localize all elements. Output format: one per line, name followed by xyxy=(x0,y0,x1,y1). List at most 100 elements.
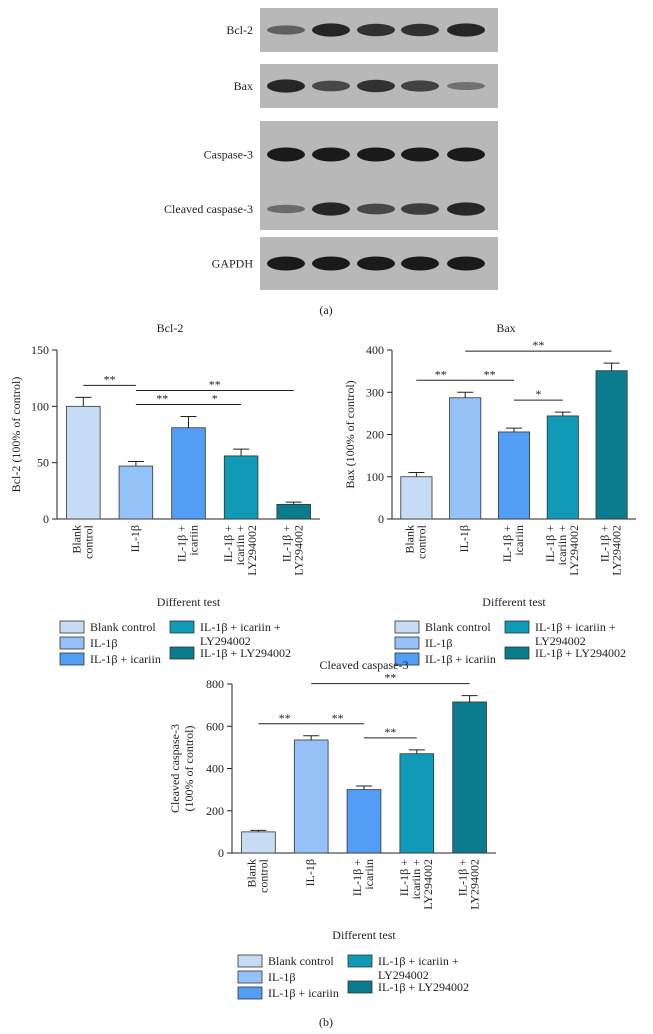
error-bar xyxy=(457,391,474,398)
y-tick-label: 0 xyxy=(218,846,224,860)
chart-title: Cleaved caspase-3 xyxy=(320,658,409,672)
legend-swatch xyxy=(59,652,85,666)
blot-band xyxy=(401,256,439,271)
y-tick-label: 0 xyxy=(378,512,384,526)
y-tick-label: 150 xyxy=(31,343,49,357)
y-axis-label-line: (100% of control) xyxy=(182,726,196,812)
y-tick-label: 0 xyxy=(43,512,49,526)
error-bar xyxy=(127,461,144,467)
blot-band xyxy=(312,147,350,162)
blot-band xyxy=(447,23,485,37)
x-axis-label: Different test xyxy=(332,928,396,942)
legend-swatch xyxy=(504,620,530,634)
y-tick-label: 100 xyxy=(31,399,49,413)
legend-swatch xyxy=(237,954,263,968)
error-bar xyxy=(408,472,425,477)
legend-label: IL-1β + LY294002 xyxy=(535,646,626,660)
bar xyxy=(276,503,311,520)
y-tick-label: 200 xyxy=(366,428,384,442)
legend-label: IL-1β + LY294002 xyxy=(200,646,291,660)
legend-label: IL-1β + icariin xyxy=(90,652,161,666)
panel-label: (b) xyxy=(319,1015,333,1029)
y-tick-label: 400 xyxy=(366,343,384,357)
legend-swatch xyxy=(347,980,373,994)
blot-band xyxy=(357,147,395,162)
legend-label: IL-1β xyxy=(425,636,452,650)
blot-band xyxy=(312,202,350,216)
blot-band xyxy=(267,204,305,214)
blot-band xyxy=(447,82,485,90)
blot-band xyxy=(312,80,350,92)
bar xyxy=(171,427,206,520)
bar xyxy=(452,701,487,854)
significance-label: * xyxy=(212,391,218,405)
error-bar xyxy=(75,396,92,407)
legend-label: Blank control xyxy=(268,954,334,968)
blot-band xyxy=(447,256,485,271)
legend-swatch xyxy=(237,986,263,1000)
error-bar xyxy=(603,362,620,371)
significance-label: ** xyxy=(209,377,221,391)
error-bar xyxy=(285,501,302,505)
legend-label: IL-1β xyxy=(90,636,117,650)
significance-label: ** xyxy=(484,367,496,381)
y-axis-label-line: Bcl-2 (100% of control) xyxy=(9,377,23,493)
significance-label: ** xyxy=(104,372,116,386)
y-tick-label: 800 xyxy=(206,677,224,691)
bar xyxy=(400,476,433,520)
x-tick-label: Blankcontrol xyxy=(244,858,270,893)
x-tick-label: IL-1β +icariin xyxy=(174,525,200,562)
legend-label: Blank control xyxy=(90,620,156,634)
y-axis-label-line: Bax (100% of control) xyxy=(343,380,357,488)
bar xyxy=(497,431,531,520)
legend-label: IL-1β + icariin xyxy=(425,652,496,666)
blot-band xyxy=(401,147,439,162)
blot-band xyxy=(401,80,439,92)
blot-band xyxy=(357,256,395,271)
blot-band xyxy=(312,23,350,37)
error-bar xyxy=(303,735,320,740)
panel-label: (a) xyxy=(319,303,332,317)
legend-label: IL-1β + LY294002 xyxy=(378,980,469,994)
blot-label: Bax xyxy=(234,79,253,93)
x-tick-label: IL-1β +LY294002 xyxy=(597,525,623,576)
significance-label: ** xyxy=(332,711,344,725)
y-tick-label: 200 xyxy=(206,804,224,818)
bar xyxy=(449,397,482,520)
x-tick-label: IL-1β +icariin +LY294002 xyxy=(221,525,259,576)
significance-label: ** xyxy=(279,711,291,725)
bar xyxy=(595,370,628,520)
x-tick-label: Blankcontrol xyxy=(402,524,428,559)
significance-label: ** xyxy=(532,338,544,352)
blot-band xyxy=(447,202,485,216)
blot-band xyxy=(357,23,395,37)
y-tick-label: 300 xyxy=(366,385,384,399)
bar xyxy=(399,753,435,854)
blot-label: Bcl-2 xyxy=(226,23,253,37)
y-axis-label-line: Cleaved caspase-3 xyxy=(168,724,182,813)
blot-band xyxy=(312,256,350,271)
significance-label: ** xyxy=(435,367,447,381)
legend-swatch xyxy=(394,652,420,666)
blot-band xyxy=(447,147,485,162)
y-axis-label: Bcl-2 (100% of control) xyxy=(9,377,23,493)
y-tick-label: 400 xyxy=(206,762,224,776)
x-axis-label: Different test xyxy=(157,595,221,609)
bar xyxy=(118,465,154,520)
x-tick-label: IL-1β xyxy=(457,525,471,552)
blot-band xyxy=(357,203,395,215)
blot-band xyxy=(401,203,439,215)
y-tick-label: 50 xyxy=(37,456,49,470)
legend-swatch xyxy=(347,954,373,968)
legend-label: IL-1β + icariin xyxy=(268,986,339,1000)
legend-swatch xyxy=(394,636,420,650)
legend-swatch xyxy=(59,620,85,634)
y-axis-label: Cleaved caspase-3(100% of control) xyxy=(168,724,196,813)
x-tick-label: IL-1β +icariin xyxy=(500,525,526,562)
y-tick-label: 600 xyxy=(206,719,224,733)
x-tick-label: IL-1β +icariin xyxy=(350,859,376,896)
chart-title: Bcl-2 xyxy=(157,321,184,335)
significance-label: ** xyxy=(384,671,396,685)
x-tick-label: Blankcontrol xyxy=(69,524,95,559)
